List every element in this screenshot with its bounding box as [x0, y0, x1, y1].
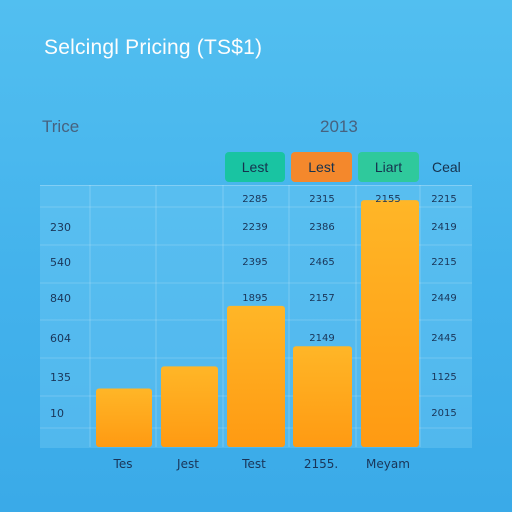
- y-axis-label: Trice: [42, 117, 80, 136]
- data-value-label: 2445: [431, 333, 456, 344]
- x-tick-label: Meyam: [366, 457, 410, 471]
- legend-tab-lest-orange[interactable]: Lest: [291, 152, 352, 182]
- data-value-label: 2157: [309, 293, 334, 304]
- data-value-label: 2015: [431, 408, 456, 419]
- data-value-label: 2155: [375, 194, 400, 205]
- bar-0: [96, 388, 152, 447]
- data-value-label: 2315: [309, 194, 334, 205]
- y-tick-label: 230: [50, 221, 71, 234]
- data-value-label: 2215: [431, 257, 456, 268]
- y-tick-label: 10: [50, 407, 64, 420]
- data-value-label: 2285: [242, 194, 267, 205]
- y-tick-label: 135: [50, 371, 71, 384]
- data-value-label: 2449: [431, 293, 456, 304]
- bar-3: [293, 346, 352, 447]
- data-value-label: 1125: [431, 372, 456, 383]
- y-tick-label: 840: [50, 292, 71, 305]
- chart-title: Selcingl Pricing (TS$1): [44, 36, 263, 59]
- bar-1: [161, 366, 218, 447]
- data-value-label: 2239: [242, 222, 267, 233]
- data-value-label: 2215: [431, 194, 456, 205]
- x-tick-label: 2155.: [304, 457, 338, 471]
- x-tick-label: Test: [241, 457, 266, 471]
- x-tick-label: Tes: [113, 457, 133, 471]
- data-value-label: 2465: [309, 257, 334, 268]
- data-value-label: 2419: [431, 222, 456, 233]
- year-label: 2013: [320, 117, 358, 136]
- legend-label-ceal: Ceal: [432, 159, 461, 175]
- data-value-label: 2149: [309, 333, 334, 344]
- x-tick-label: Jest: [176, 457, 199, 471]
- y-tick-label: 540: [50, 256, 71, 269]
- data-value-label: 1895: [242, 293, 267, 304]
- data-value-label: 2386: [309, 222, 334, 233]
- data-value-label: 2395: [242, 257, 267, 268]
- bar-2: [227, 305, 285, 447]
- legend-tab-lest[interactable]: Lest: [225, 152, 285, 182]
- legend-tab-liart[interactable]: Liart: [358, 152, 419, 182]
- bar-4: [361, 200, 419, 447]
- y-tick-label: 604: [50, 332, 71, 345]
